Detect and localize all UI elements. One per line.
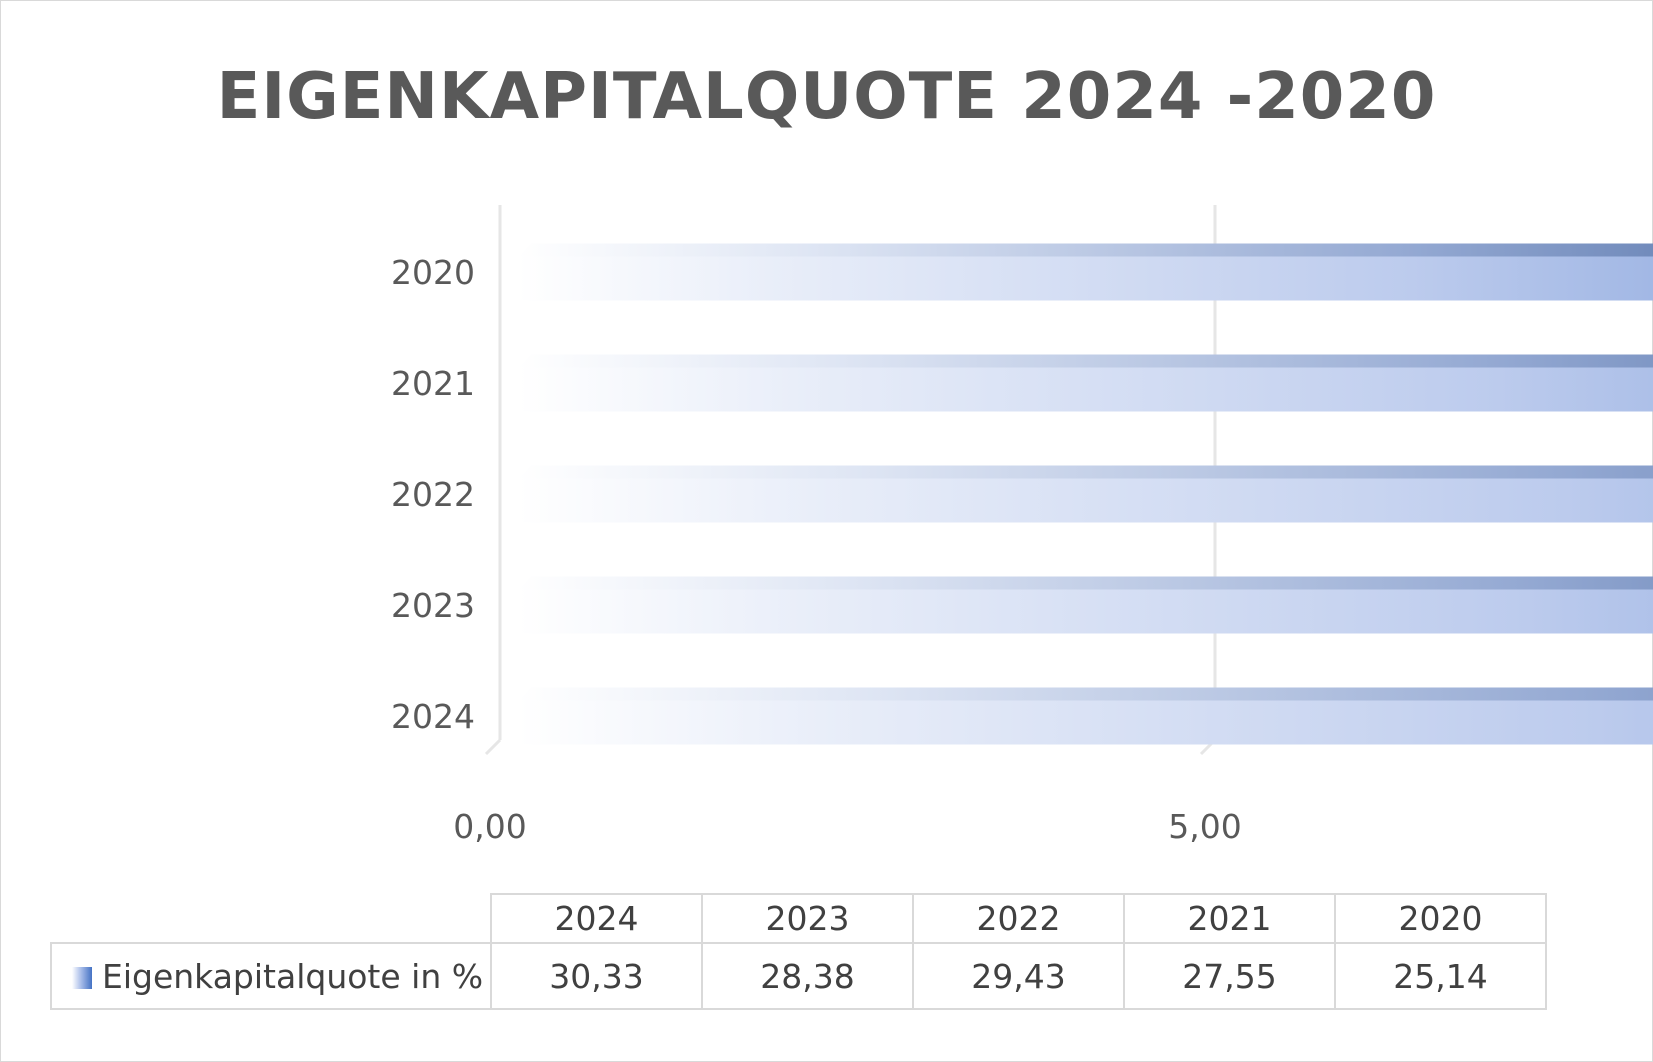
- bar-front-face: [518, 478, 1653, 523]
- bar-front-face: [518, 367, 1653, 412]
- legend-key-icon: [72, 967, 92, 989]
- data-table-value: 25,14: [1334, 942, 1547, 1010]
- category-label: 2024: [391, 697, 475, 736]
- data-table-value: 28,38: [701, 942, 914, 1010]
- category-labels: 2020 2021 2022 2023 2024: [391, 253, 475, 736]
- data-table-corner: [51, 894, 492, 944]
- category-label: 2021: [391, 364, 475, 403]
- data-table-values-row: Eigenkapitalquote in % 30,33 28,38 29,43…: [50, 942, 1547, 1010]
- bar-2023: [518, 576, 1653, 634]
- data-table-year: 2022: [912, 893, 1125, 944]
- data-table-year: 2020: [1334, 893, 1547, 944]
- category-label: 2022: [391, 475, 475, 514]
- bar-2022: [518, 465, 1653, 523]
- gridline-base: [484, 738, 502, 756]
- bar-front-face: [518, 700, 1653, 745]
- bar-top-face: [518, 576, 1653, 590]
- bar-top-face: [518, 243, 1653, 257]
- bar-2020: [518, 243, 1653, 301]
- bars: [518, 243, 1653, 745]
- x-tick-label: 5,00: [1168, 807, 1241, 846]
- bar-2021: [518, 354, 1653, 412]
- data-table-value: 27,55: [1123, 942, 1336, 1010]
- data-table-value: 30,33: [490, 942, 703, 1010]
- data-table-value: 29,43: [912, 942, 1125, 1010]
- data-table-year: 2023: [701, 893, 914, 944]
- data-table-year: 2021: [1123, 893, 1336, 944]
- bar-front-face: [518, 256, 1653, 301]
- series-name: Eigenkapitalquote in %: [102, 956, 484, 996]
- bar-top-face: [518, 465, 1653, 479]
- bar-top-face: [518, 354, 1653, 368]
- data-table-series-label: Eigenkapitalquote in %: [50, 942, 492, 1010]
- bar-front-face: [518, 589, 1653, 634]
- category-label: 2023: [391, 586, 475, 625]
- bar-2024: [518, 687, 1653, 745]
- data-table-year: 2024: [490, 893, 703, 944]
- chart-title: EIGENKAPITALQUOTE 2024 -2020: [216, 60, 1437, 134]
- category-label: 2020: [391, 253, 475, 292]
- data-table: 2024 2023 2022 2021 2020 Eigenkapitalquo…: [50, 893, 1547, 1010]
- data-table-header-row: 2024 2023 2022 2021 2020: [51, 893, 1547, 944]
- x-tick-label: 0,00: [453, 807, 526, 846]
- bar-top-face: [518, 687, 1653, 701]
